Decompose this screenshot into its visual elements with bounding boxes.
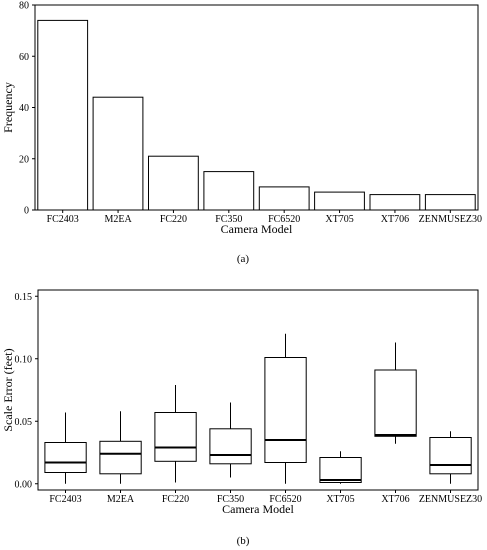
x-tick-label: FC6520 (268, 214, 300, 225)
iqr-box (99, 440, 142, 475)
bar-zenmusez30 (424, 194, 476, 211)
y-axis-title: Frequency (1, 82, 15, 133)
iqr-box (209, 428, 252, 465)
x-tick-label: ZENMUSEZ30 (419, 214, 482, 225)
x-axis-title: Camera Model (222, 502, 294, 516)
x-tick-label: FC220 (160, 214, 187, 225)
x-axis-ticks: FC2403 M2EA FC220 FC350 FC6520 XT705 XT706 ZENM… (49, 490, 482, 505)
boxes-group (44, 333, 472, 484)
x-tick-label: XT706 (381, 214, 409, 225)
panel-label: (b) (237, 535, 250, 547)
iqr-box (154, 412, 197, 462)
y-tick-label: 60 (19, 52, 29, 63)
x-tick-label: FC350 (215, 214, 242, 225)
x-tick-label: XT706 (381, 494, 409, 505)
bar-chart-panel: 0 20 40 60 80 FC2403 M2EA FC220 FC350 FC6520 XT70… (1, 1, 482, 266)
bar-xt706 (369, 194, 421, 211)
x-tick-label: XT705 (326, 494, 354, 505)
x-tick-label: FC220 (162, 494, 189, 505)
iqr-box (44, 442, 87, 473)
y-axis-ticks: 0 20 40 60 80 (19, 1, 35, 217)
y-tick-label: 0.00 (15, 479, 33, 490)
box-fc2403 (44, 412, 87, 484)
x-tick-label: FC350 (217, 494, 244, 505)
y-axis-title: Scale Error (feet) (1, 348, 15, 431)
x-axis-ticks: FC2403 M2EA FC220 FC350 FC6520 XT705 XT706 ZENM… (47, 210, 482, 225)
bar-fc350 (203, 171, 255, 211)
box-m2ea (99, 411, 142, 484)
x-axis-title: Camera Model (221, 222, 293, 236)
box-zenmusez30 (429, 431, 472, 484)
x-tick-label: XT705 (325, 214, 353, 225)
iqr-box (264, 357, 307, 463)
box-fc350 (209, 402, 252, 478)
y-axis-ticks: 0.00 0.05 0.10 0.15 (15, 292, 38, 490)
y-tick-label: 0.10 (15, 354, 33, 365)
y-tick-label: 0.15 (15, 292, 33, 303)
box-fc220 (154, 385, 197, 483)
iqr-box (319, 457, 362, 483)
bar-fc6520 (258, 186, 310, 211)
y-tick-label: 20 (19, 154, 29, 165)
y-tick-label: 40 (19, 103, 29, 114)
bar-fc2403 (37, 19, 89, 211)
x-tick-label: ZENMUSEZ30 (419, 494, 482, 505)
y-tick-label: 0 (24, 206, 29, 217)
bar-fc220 (148, 155, 199, 211)
bar-m2ea (92, 96, 144, 211)
bar-xt705 (314, 191, 365, 211)
box-plot-panel: 0.00 0.05 0.10 0.15 FC2403 M2EA FC220 FC350 FC6… (1, 289, 482, 547)
x-tick-label: FC2403 (49, 494, 81, 505)
box-fc6520 (264, 333, 307, 484)
x-tick-label: FC6520 (269, 494, 301, 505)
bars-group (37, 19, 476, 211)
x-tick-label: FC2403 (47, 214, 79, 225)
x-tick-label: M2EA (104, 214, 132, 225)
y-tick-label: 0.05 (15, 417, 33, 428)
x-tick-label: M2EA (107, 494, 135, 505)
y-tick-label: 80 (19, 1, 29, 12)
iqr-box (429, 437, 472, 475)
panel-label: (a) (237, 253, 250, 265)
box-xt706 (374, 342, 417, 444)
box-xt705 (319, 451, 362, 484)
iqr-box (374, 369, 417, 437)
plot-frame (37, 289, 479, 491)
